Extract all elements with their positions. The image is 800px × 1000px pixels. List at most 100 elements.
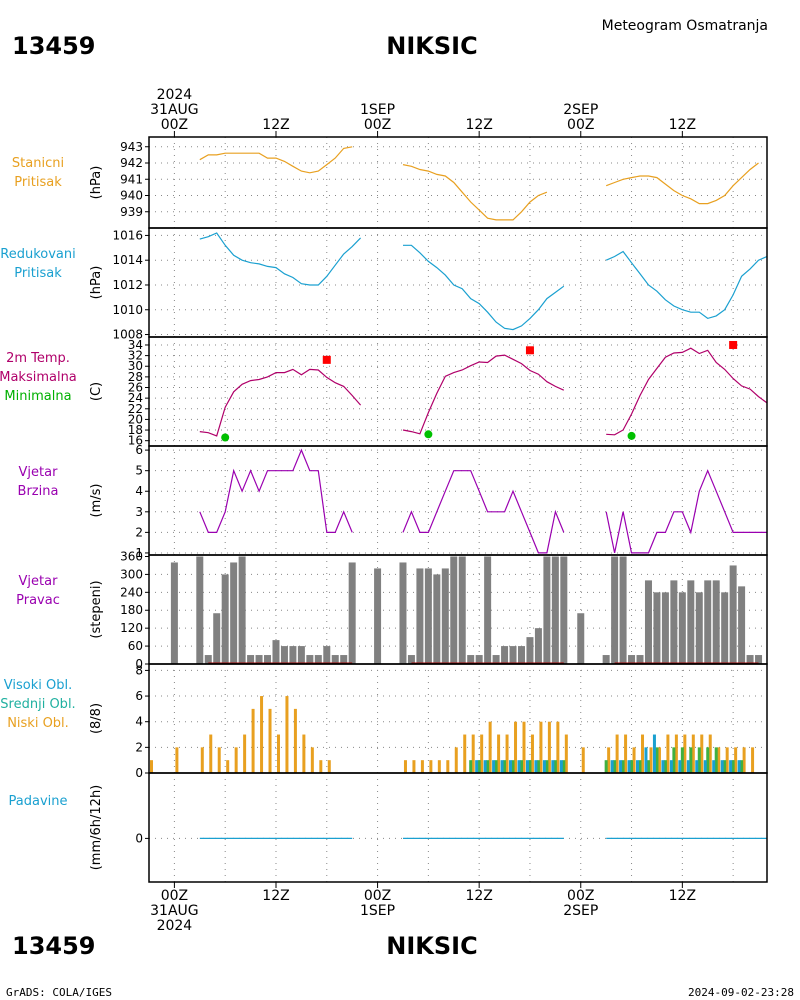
series-line: [606, 347, 768, 436]
variable-label: Pravac: [16, 593, 60, 608]
cloud-bar: [607, 747, 611, 773]
cloud-bar: [530, 734, 534, 773]
ytick-label: 940: [120, 189, 143, 203]
direction-bar: [517, 646, 525, 664]
cloud-bar: [627, 760, 631, 773]
direction-bar: [433, 574, 441, 664]
time-label-bottom: 31AUG: [150, 903, 199, 919]
direction-bar: [289, 646, 297, 664]
cloud-bar: [243, 734, 247, 773]
cloud-bar: [475, 760, 479, 773]
ytick-label: 4: [135, 484, 143, 498]
series-line: [605, 162, 759, 205]
series-line: [605, 250, 768, 320]
cloud-bar: [503, 760, 507, 773]
direction-bar: [297, 646, 305, 664]
direction-bar: [551, 556, 559, 664]
cloud-bar: [509, 760, 513, 773]
direction-bar: [416, 568, 424, 664]
time-label-bottom: 2SEP: [563, 903, 598, 919]
cloud-bar: [412, 760, 416, 773]
ytick-label: 240: [120, 585, 143, 599]
direction-bar: [501, 646, 509, 664]
time-label-top: 1SEP: [360, 102, 395, 118]
time-label-top: 12Z: [669, 117, 696, 133]
cloud-bar: [209, 734, 213, 773]
cloud-bar: [310, 747, 314, 773]
ytick-label: 939: [120, 205, 143, 219]
cloud-bar: [175, 747, 179, 773]
direction-bar: [560, 556, 568, 664]
cloud-bar: [536, 760, 540, 773]
direction-bar: [534, 628, 542, 664]
panels: 939940941942943(hPa)StanicniPritisak1008…: [0, 136, 768, 883]
direction-bar: [721, 592, 729, 664]
panel-cloud_cover: 0 2 4 6 8 (8/8) Visoki Obl. Srednji Obl. Niski O…: [0, 663, 768, 780]
tmax-marker: [729, 340, 738, 349]
cloud-bar: [514, 721, 518, 773]
cloud-bar: [511, 760, 515, 773]
cloud-bar: [700, 734, 704, 773]
cloud-bar: [500, 760, 504, 773]
variable-label: Srednji Obl.: [0, 697, 75, 712]
variable-label: Vjetar: [19, 465, 59, 480]
ytick-label: 34: [128, 338, 143, 352]
cloud-bar: [471, 734, 475, 773]
series-line: [605, 469, 767, 554]
time-label-bottom: 12Z: [262, 888, 289, 904]
cloud-bar: [463, 734, 467, 773]
unit-label: (m/s): [89, 484, 104, 518]
cloud-bar: [483, 760, 487, 773]
cloud-bar: [226, 760, 230, 773]
ytick-label: 8: [135, 663, 143, 677]
cloud-bar: [729, 760, 733, 773]
cloud-bar: [497, 734, 501, 773]
cloud-bar: [285, 696, 289, 773]
direction-bar: [204, 655, 212, 664]
direction-bar: [450, 556, 458, 664]
cloud-bar: [551, 760, 555, 773]
cloud-bar: [683, 734, 687, 773]
cloud-bar: [429, 760, 433, 773]
ytick-label: 1012: [112, 278, 143, 292]
tmin-marker: [424, 430, 433, 439]
direction-bar: [221, 574, 229, 664]
time-label-bottom: 00Z: [364, 888, 391, 904]
variable-label: Pritisak: [14, 175, 62, 190]
variable-label: Maksimalna: [0, 370, 77, 385]
cloud-bar: [469, 760, 473, 773]
time-label-top: 12Z: [465, 117, 492, 133]
station-name-top: NIKSIC: [386, 32, 477, 60]
series-line: [199, 146, 353, 174]
time-label-top: 2SEP: [563, 102, 598, 118]
time-label-bottom: 00Z: [161, 888, 188, 904]
series-line: [199, 448, 353, 533]
cloud-bar: [556, 721, 560, 773]
cloud-bar: [742, 747, 746, 773]
direction-bar: [280, 646, 288, 664]
series-line: [402, 354, 565, 435]
direction-bar: [170, 562, 178, 664]
cloud-bar: [150, 760, 153, 773]
ytick-label: 942: [120, 156, 143, 170]
station-name-bottom: NIKSIC: [386, 932, 477, 960]
direction-bar: [306, 655, 314, 664]
ytick-label: 28: [128, 370, 143, 384]
ytick-label: 6: [135, 443, 143, 457]
panel-wind_direction: 0 60 120 180 240 300 360 (stepeni) Vjetar Pravac: [16, 549, 768, 671]
cloud-bar: [706, 747, 710, 773]
direction-bar: [407, 655, 415, 664]
cloud-bar: [689, 747, 693, 773]
tmax-marker: [525, 346, 534, 355]
cloud-bar: [661, 760, 665, 773]
tmax-marker: [322, 355, 331, 364]
ytick-label: 3: [135, 505, 143, 519]
variable-label: Minimalna: [4, 389, 71, 404]
cloud-bar: [632, 747, 636, 773]
direction-bar: [543, 556, 551, 664]
cloud-bar: [217, 747, 221, 773]
cloud-bar: [302, 734, 306, 773]
panel-wind_speed: 1 2 3 4 5 6 (m/s) Vjetar Brzina: [18, 443, 768, 560]
cloud-bar: [517, 760, 521, 773]
cloud-bar: [200, 747, 204, 773]
